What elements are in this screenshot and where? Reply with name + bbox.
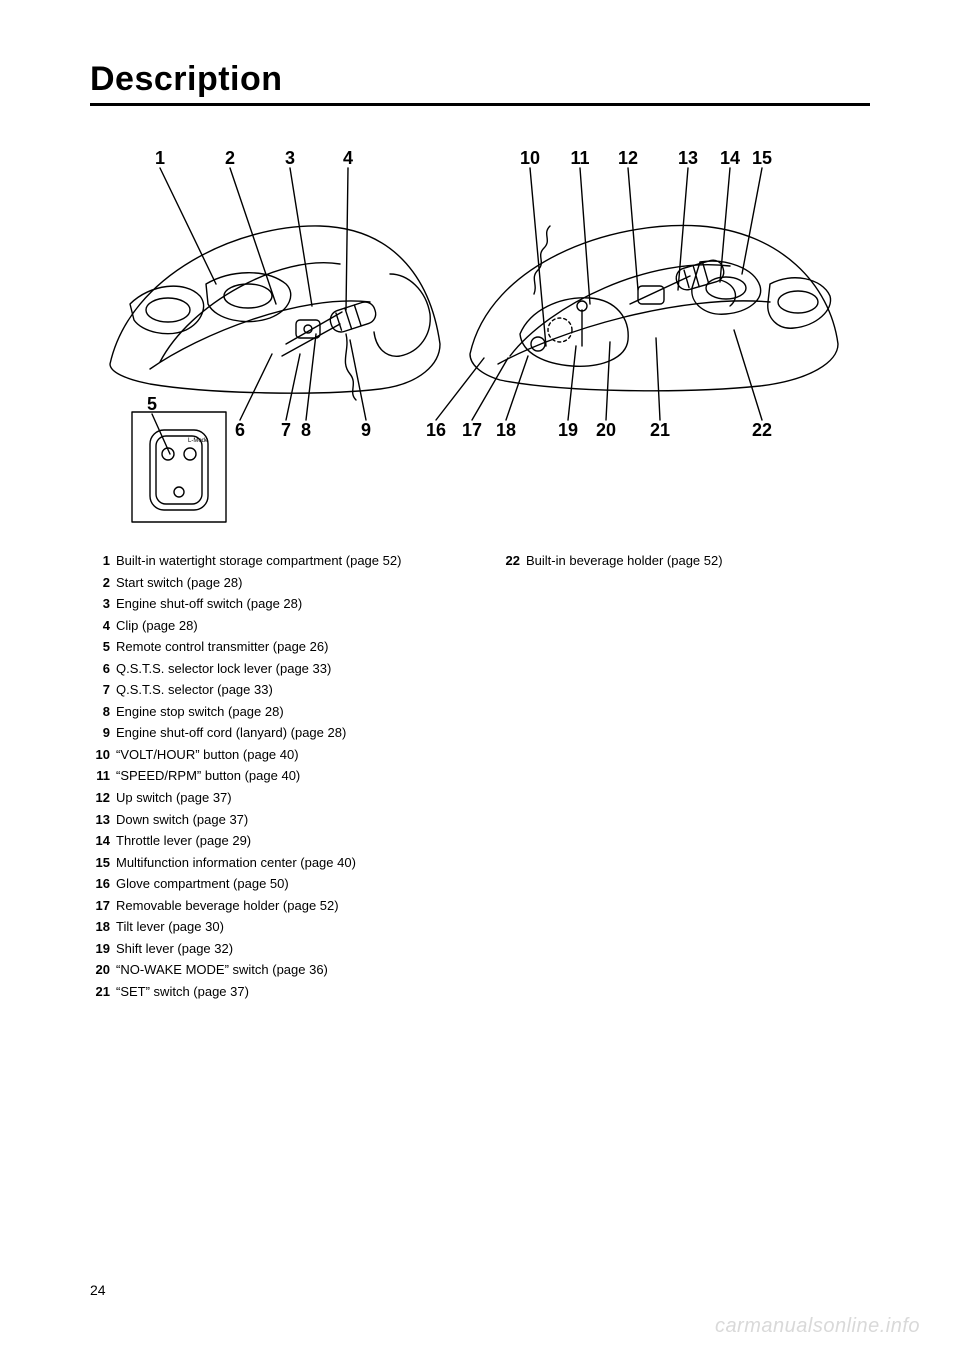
legend-text: “SPEED/RPM” button (page 40)	[116, 767, 460, 785]
legend-text: Up switch (page 37)	[116, 789, 460, 807]
legend-number: 15	[90, 854, 116, 872]
watermark: carmanualsonline.info	[715, 1315, 920, 1338]
legend-item: 11“SPEED/RPM” button (page 40)	[90, 767, 460, 785]
svg-text:4: 4	[343, 148, 353, 168]
legend-item: 3Engine shut-off switch (page 28)	[90, 595, 460, 613]
legend-number: 2	[90, 574, 116, 592]
legend-text: Multifunction information center (page 4…	[116, 854, 460, 872]
legend-item: 22Built-in beverage holder (page 52)	[500, 552, 870, 570]
svg-text:13: 13	[678, 148, 698, 168]
legend-item: 5Remote control transmitter (page 26)	[90, 638, 460, 656]
legend-item: 6Q.S.T.S. selector lock lever (page 33)	[90, 660, 460, 678]
diagram-svg: L-Mode1234101112131415678916171819202122…	[90, 134, 870, 534]
svg-text:7: 7	[281, 420, 291, 440]
legend-number: 19	[90, 940, 116, 958]
svg-text:16: 16	[426, 420, 446, 440]
legend-text: “VOLT/HOUR” button (page 40)	[116, 746, 460, 764]
legend-number: 14	[90, 832, 116, 850]
legend-number: 5	[90, 638, 116, 656]
svg-text:14: 14	[720, 148, 740, 168]
legend-text: “SET” switch (page 37)	[116, 983, 460, 1001]
svg-text:20: 20	[596, 420, 616, 440]
legend-column-left: 1Built-in watertight storage compartment…	[90, 552, 460, 1004]
legend-number: 6	[90, 660, 116, 678]
control-diagram: L-Mode1234101112131415678916171819202122…	[90, 134, 870, 534]
svg-text:L-Mode: L-Mode	[188, 438, 209, 444]
legend-item: 2Start switch (page 28)	[90, 574, 460, 592]
page-title: Description	[90, 60, 870, 99]
svg-text:2: 2	[225, 148, 235, 168]
svg-text:19: 19	[558, 420, 578, 440]
legend-text: Q.S.T.S. selector (page 33)	[116, 681, 460, 699]
svg-text:17: 17	[462, 420, 482, 440]
legend-number: 18	[90, 918, 116, 936]
svg-text:8: 8	[301, 420, 311, 440]
legend-item: 10“VOLT/HOUR” button (page 40)	[90, 746, 460, 764]
legend-item: 1Built-in watertight storage compartment…	[90, 552, 460, 570]
legend-number: 11	[90, 767, 116, 785]
legend-item: 9Engine shut-off cord (lanyard) (page 28…	[90, 724, 460, 742]
legend-number: 3	[90, 595, 116, 613]
legend-number: 12	[90, 789, 116, 807]
svg-text:3: 3	[285, 148, 295, 168]
legend-item: 12Up switch (page 37)	[90, 789, 460, 807]
title-underline	[90, 103, 870, 106]
svg-text:21: 21	[650, 420, 670, 440]
svg-text:22: 22	[752, 420, 772, 440]
svg-text:11: 11	[570, 148, 589, 168]
legend-item: 19Shift lever (page 32)	[90, 940, 460, 958]
legend-number: 10	[90, 746, 116, 764]
legend-text: Start switch (page 28)	[116, 574, 460, 592]
legend-number: 16	[90, 875, 116, 893]
legend-number: 8	[90, 703, 116, 721]
svg-text:6: 6	[235, 420, 245, 440]
legend-text: Shift lever (page 32)	[116, 940, 460, 958]
legend-number: 4	[90, 617, 116, 635]
legend-item: 14Throttle lever (page 29)	[90, 832, 460, 850]
svg-text:1: 1	[155, 148, 165, 168]
legend-text: Glove compartment (page 50)	[116, 875, 460, 893]
legend-number: 20	[90, 961, 116, 979]
svg-text:12: 12	[618, 148, 638, 168]
legend-number: 22	[500, 552, 526, 570]
legend-number: 21	[90, 983, 116, 1001]
legend-item: 4Clip (page 28)	[90, 617, 460, 635]
legend-item: 13Down switch (page 37)	[90, 811, 460, 829]
legend-item: 15Multifunction information center (page…	[90, 854, 460, 872]
legend-text: Built-in watertight storage compartment …	[116, 552, 460, 570]
page-number: 24	[90, 1282, 106, 1298]
legend-text: Built-in beverage holder (page 52)	[526, 552, 870, 570]
legend-number: 9	[90, 724, 116, 742]
legend-text: Remote control transmitter (page 26)	[116, 638, 460, 656]
legend-item: 16Glove compartment (page 50)	[90, 875, 460, 893]
legend-text: Down switch (page 37)	[116, 811, 460, 829]
legend-number: 7	[90, 681, 116, 699]
legend-item: 8Engine stop switch (page 28)	[90, 703, 460, 721]
legend-item: 21“SET” switch (page 37)	[90, 983, 460, 1001]
legend-text: Engine shut-off switch (page 28)	[116, 595, 460, 613]
legend-item: 20“NO-WAKE MODE” switch (page 36)	[90, 961, 460, 979]
manual-page: Description L-Mode1234101112131415678916…	[0, 0, 960, 1358]
legend-text: “NO-WAKE MODE” switch (page 36)	[116, 961, 460, 979]
legend: 1Built-in watertight storage compartment…	[90, 552, 870, 1004]
svg-text:18: 18	[496, 420, 516, 440]
legend-item: 17Removable beverage holder (page 52)	[90, 897, 460, 915]
legend-text: Engine stop switch (page 28)	[116, 703, 460, 721]
legend-item: 18Tilt lever (page 30)	[90, 918, 460, 936]
legend-text: Q.S.T.S. selector lock lever (page 33)	[116, 660, 460, 678]
svg-text:10: 10	[520, 148, 540, 168]
svg-text:5: 5	[147, 394, 157, 414]
svg-text:9: 9	[361, 420, 371, 440]
legend-item: 7Q.S.T.S. selector (page 33)	[90, 681, 460, 699]
legend-text: Tilt lever (page 30)	[116, 918, 460, 936]
legend-text: Throttle lever (page 29)	[116, 832, 460, 850]
legend-text: Removable beverage holder (page 52)	[116, 897, 460, 915]
legend-text: Clip (page 28)	[116, 617, 460, 635]
legend-number: 13	[90, 811, 116, 829]
legend-number: 17	[90, 897, 116, 915]
legend-column-right: 22Built-in beverage holder (page 52)	[500, 552, 870, 1004]
svg-text:15: 15	[752, 148, 772, 168]
legend-text: Engine shut-off cord (lanyard) (page 28)	[116, 724, 460, 742]
legend-number: 1	[90, 552, 116, 570]
